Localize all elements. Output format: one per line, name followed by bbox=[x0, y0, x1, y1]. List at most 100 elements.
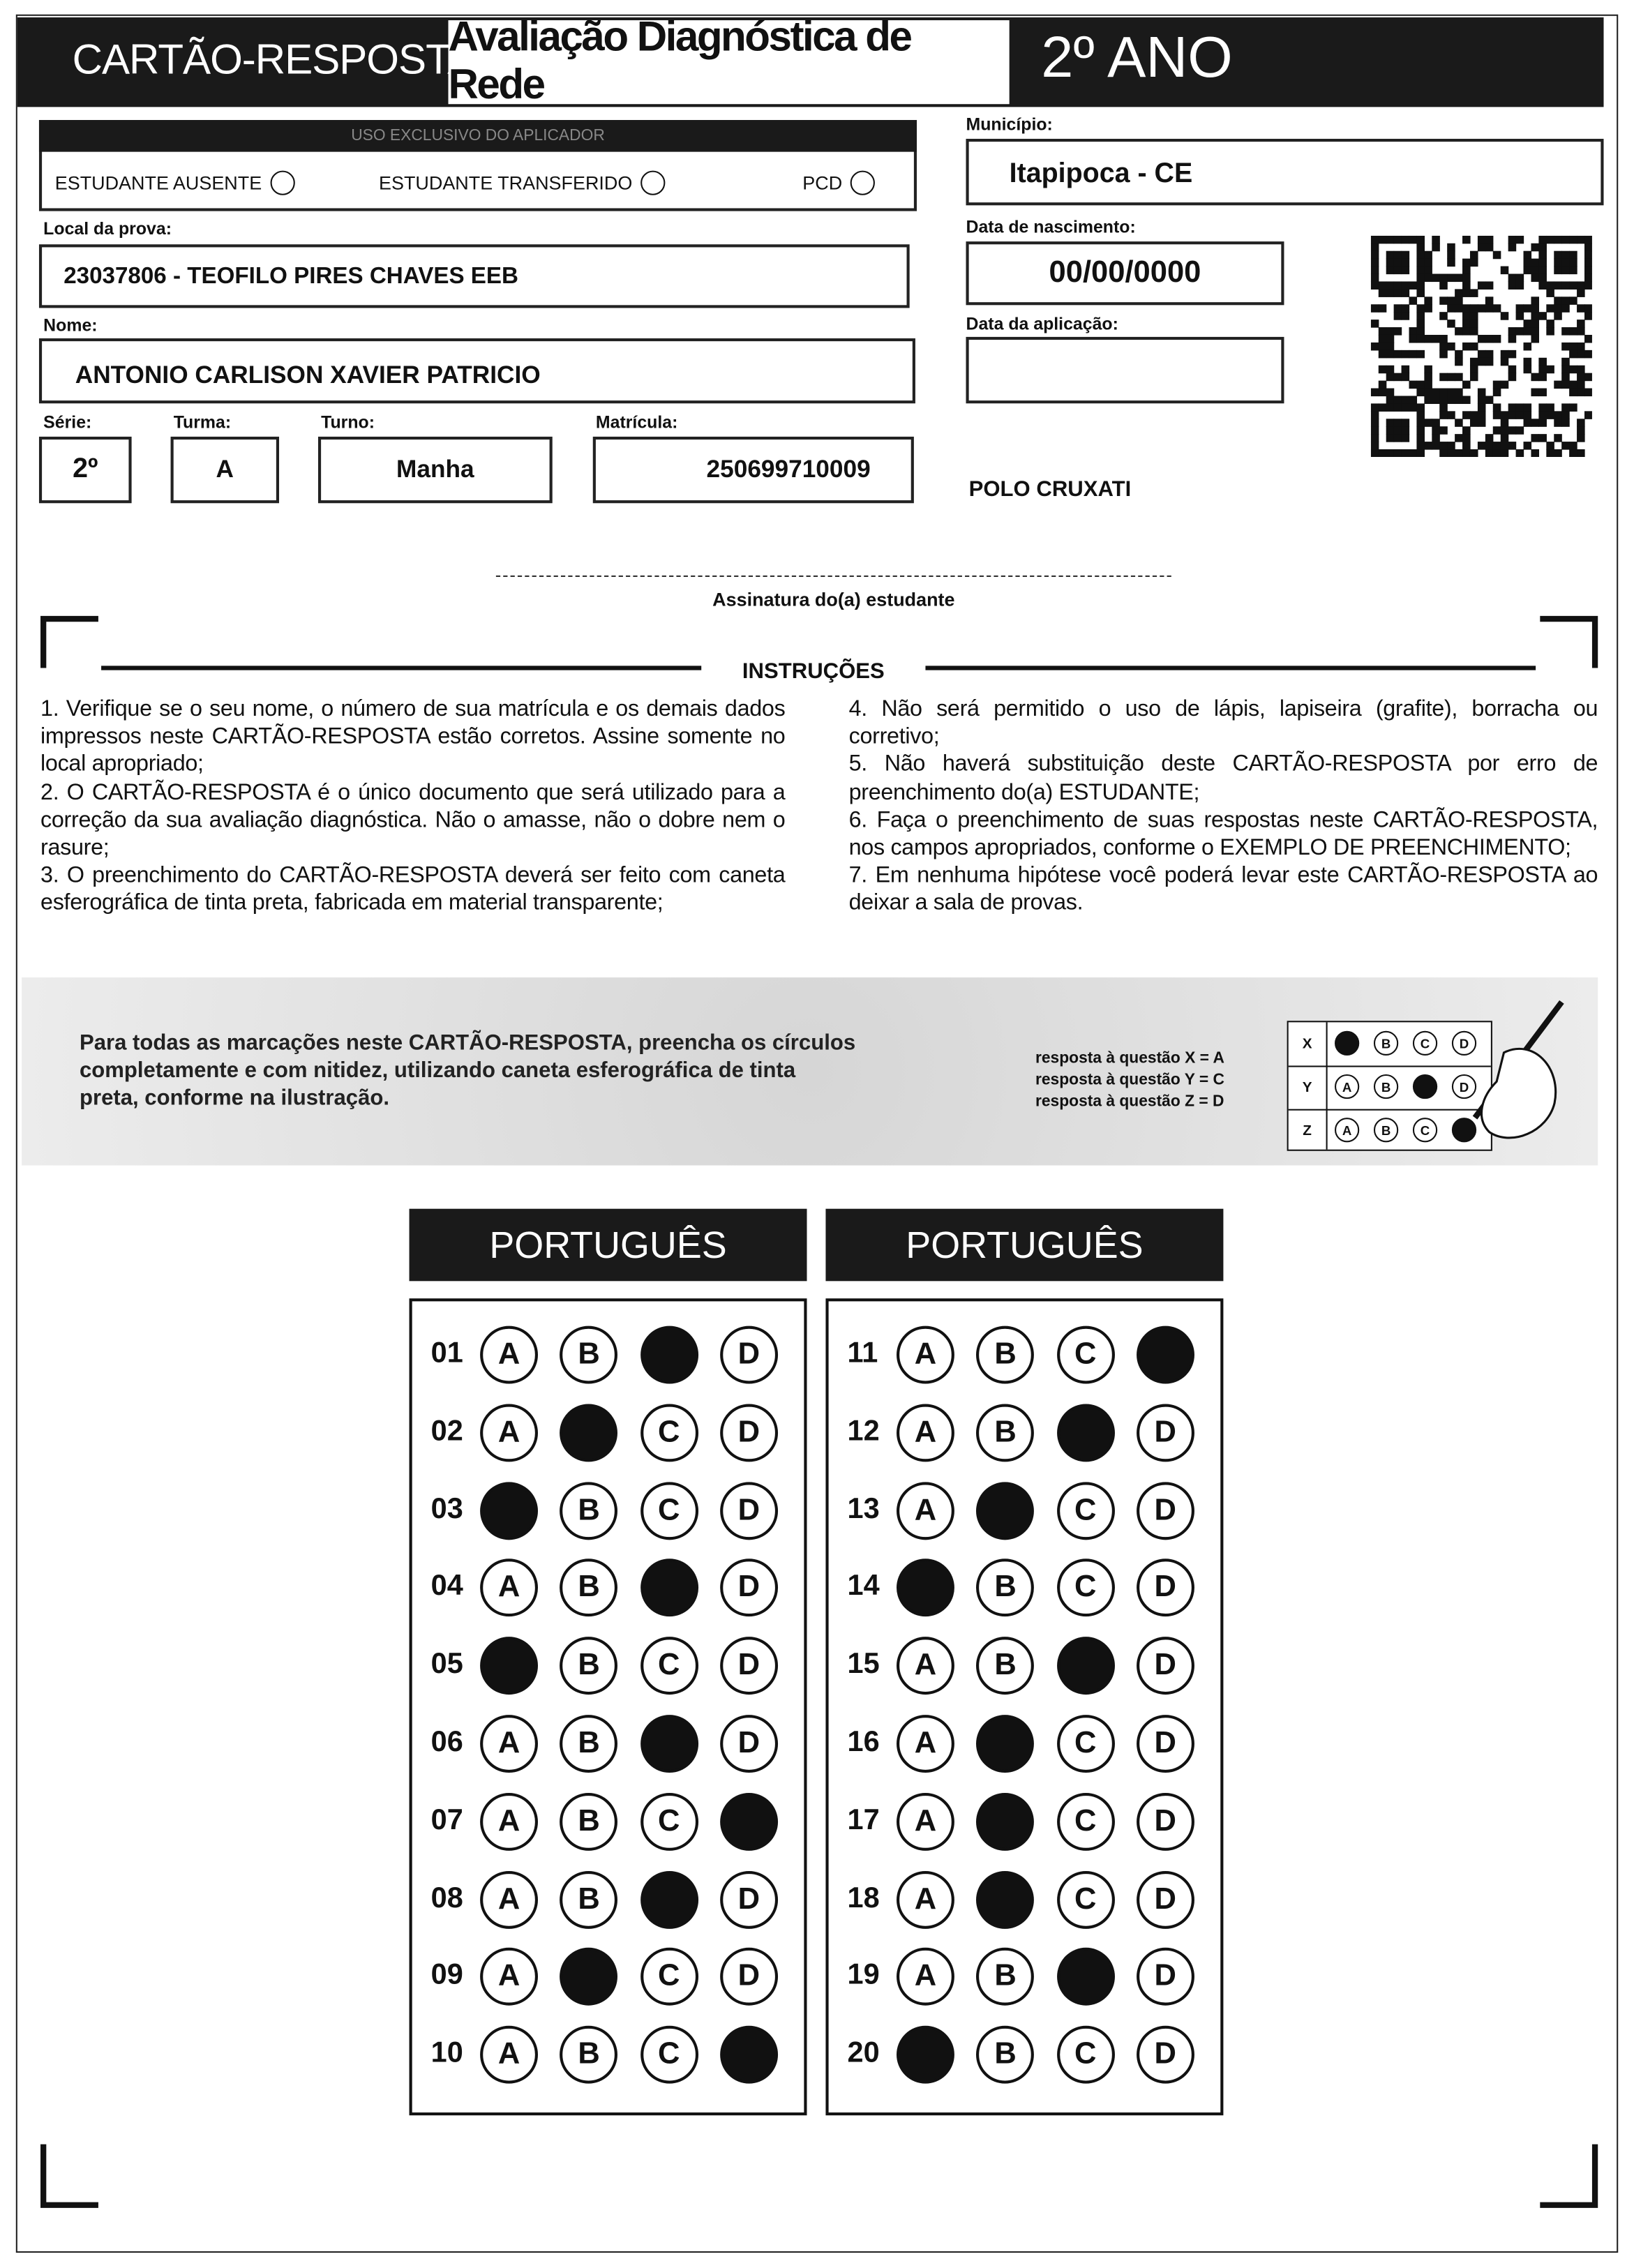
qr-module bbox=[1401, 304, 1410, 313]
qr-module bbox=[1462, 281, 1471, 290]
qr-module bbox=[1393, 426, 1402, 435]
qr-module bbox=[1401, 449, 1410, 457]
bubble: C bbox=[1056, 1715, 1115, 1773]
bubble: D bbox=[1136, 1559, 1194, 1617]
qr-module bbox=[1409, 235, 1418, 244]
bubble: C bbox=[1056, 1481, 1115, 1540]
qr-module bbox=[1393, 266, 1402, 275]
qr-module bbox=[1416, 350, 1425, 359]
qr-module bbox=[1455, 296, 1463, 305]
qr-module bbox=[1393, 289, 1402, 297]
qr-module bbox=[1416, 273, 1425, 283]
qr-module bbox=[1577, 373, 1585, 382]
qr-module bbox=[1569, 380, 1577, 389]
qr-module bbox=[1561, 442, 1570, 450]
qr-module bbox=[1523, 320, 1532, 328]
question-number: 11 bbox=[847, 1337, 878, 1369]
field-label: Nome: bbox=[43, 315, 98, 336]
qr-module bbox=[1561, 342, 1570, 351]
qr-module bbox=[1508, 273, 1517, 283]
qr-module bbox=[1401, 434, 1410, 442]
qr-module bbox=[1424, 373, 1432, 382]
bubble: B bbox=[976, 1637, 1035, 1695]
qr-module bbox=[1424, 419, 1432, 427]
bubble: A bbox=[1335, 1074, 1360, 1099]
bubble: D bbox=[719, 1870, 778, 1929]
bubble: A bbox=[480, 1870, 539, 1929]
qr-module bbox=[1416, 327, 1425, 336]
question-number: 09 bbox=[430, 1960, 463, 1992]
field-box bbox=[966, 138, 1604, 206]
qr-module bbox=[1462, 289, 1471, 297]
qr-module bbox=[1378, 380, 1387, 389]
qr-module bbox=[1569, 403, 1577, 412]
qr-module bbox=[1500, 411, 1509, 419]
qr-module bbox=[1546, 235, 1554, 244]
qr-module bbox=[1569, 266, 1577, 275]
qr-module bbox=[1477, 334, 1486, 343]
qr-module bbox=[1508, 426, 1517, 435]
corner bbox=[40, 2144, 98, 2208]
bubble: A bbox=[897, 1792, 954, 1851]
field-label: Matrícula: bbox=[595, 412, 678, 433]
bubble: A bbox=[1335, 1118, 1360, 1143]
qr-module bbox=[1500, 312, 1509, 320]
qr-module bbox=[1469, 419, 1478, 427]
qr-module bbox=[1508, 243, 1517, 252]
qr-module bbox=[1523, 250, 1532, 260]
qr-module bbox=[1523, 442, 1532, 450]
qr-module bbox=[1508, 327, 1517, 336]
bubble: C bbox=[1056, 2026, 1115, 2085]
qr-module bbox=[1554, 266, 1562, 275]
corner bbox=[1540, 615, 1598, 668]
question-number: 19 bbox=[847, 1960, 880, 1992]
qr-module bbox=[1401, 266, 1410, 275]
qr-module bbox=[1386, 258, 1395, 267]
instructions-right: 4. Não será permitido o uso de lápis, la… bbox=[849, 696, 1598, 917]
bubble: D bbox=[1451, 1030, 1477, 1056]
qr-module bbox=[1554, 235, 1562, 244]
field-value: 23037806 - TEOFILO PIRES CHAVES EEB bbox=[63, 264, 518, 290]
qr-module bbox=[1462, 320, 1471, 328]
qr-module bbox=[1439, 334, 1448, 343]
qr-module bbox=[1370, 434, 1379, 442]
qr-module bbox=[1393, 373, 1402, 382]
qr-module bbox=[1531, 296, 1540, 305]
qr-module bbox=[1409, 350, 1418, 359]
qr-module bbox=[1523, 258, 1532, 267]
filled-bubble bbox=[640, 1325, 698, 1384]
qr-module bbox=[1561, 365, 1570, 374]
qr-module bbox=[1416, 426, 1425, 435]
qr-module bbox=[1577, 426, 1585, 435]
bubble: D bbox=[719, 1637, 778, 1695]
qr-module bbox=[1561, 235, 1570, 244]
bubble: D bbox=[719, 1404, 778, 1462]
qr-module bbox=[1515, 327, 1524, 336]
qr-module bbox=[1462, 380, 1471, 389]
qr-module bbox=[1477, 442, 1486, 450]
bubble: D bbox=[1136, 1870, 1194, 1929]
qr-module bbox=[1370, 442, 1379, 450]
qr-module bbox=[1439, 273, 1448, 283]
qr-module bbox=[1462, 235, 1471, 244]
qr-module bbox=[1455, 327, 1463, 336]
bubble: A bbox=[897, 1948, 954, 2006]
qr-module bbox=[1569, 327, 1577, 336]
qr-module bbox=[1546, 449, 1554, 457]
qr-module bbox=[1462, 266, 1471, 275]
qr-module bbox=[1531, 327, 1540, 336]
qr-module bbox=[1455, 289, 1463, 297]
qr-module bbox=[1416, 289, 1425, 297]
qr-module bbox=[1416, 380, 1425, 389]
qr-module bbox=[1370, 426, 1379, 435]
bubble: C bbox=[1056, 1792, 1115, 1851]
filled-bubble bbox=[976, 1792, 1035, 1851]
applicator-title: USO EXCLUSIVO DO APLICADOR bbox=[38, 120, 917, 152]
qr-module bbox=[1401, 373, 1410, 382]
bubble: D bbox=[1136, 1404, 1194, 1462]
qr-module bbox=[1538, 403, 1547, 412]
qr-module bbox=[1447, 442, 1455, 450]
qr-module bbox=[1500, 357, 1509, 366]
field-label: Local da prova: bbox=[43, 218, 172, 239]
qr-module bbox=[1386, 327, 1395, 336]
